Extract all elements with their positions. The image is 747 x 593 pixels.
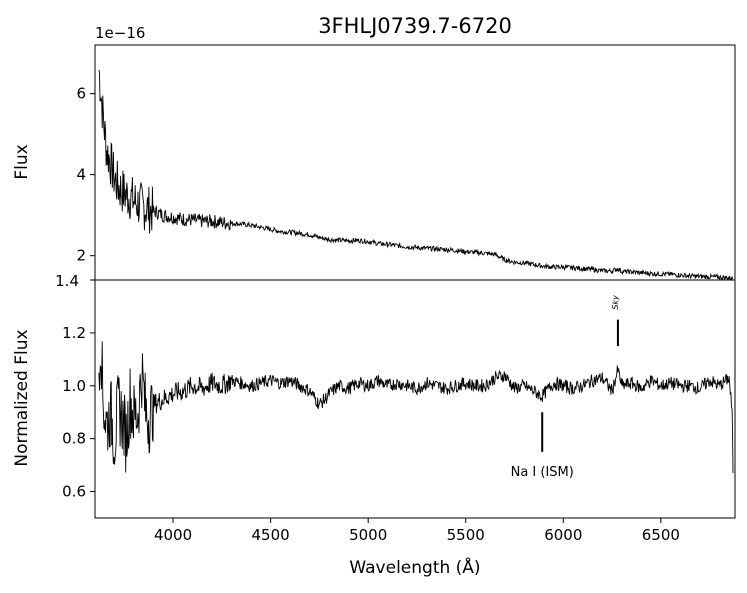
bottom-y-ticks: 0.6 0.8 1.0 1.2 bbox=[62, 279, 95, 501]
top-y-tick-label: 4 bbox=[76, 166, 86, 184]
annotation-label-na: Na I (ISM) bbox=[511, 465, 574, 480]
bottom-annotations: Na I (ISM) Sky bbox=[511, 295, 620, 480]
bottom-panel: Normalized Flux 0.6 0.8 1.0 1.2 4000 4500 500… bbox=[12, 279, 736, 578]
bottom-x-ticks: 4000 4500 5000 5500 6000 6500 bbox=[154, 518, 680, 544]
bottom-y-tick-label: 1.0 bbox=[62, 377, 86, 395]
bottom-normalized-series bbox=[98, 341, 734, 474]
top-y-tick-label: 2 bbox=[76, 247, 86, 265]
x-tick-label: 4500 bbox=[252, 526, 290, 544]
x-tick-label: 6000 bbox=[544, 526, 582, 544]
top-plot-frame bbox=[94, 44, 736, 281]
x-tick-label: 5500 bbox=[447, 526, 485, 544]
top-flux-series bbox=[98, 69, 734, 281]
chart-title: 3FHLJ0739.7-6720 bbox=[318, 14, 512, 38]
bottom-y-tick-label: 1.2 bbox=[62, 324, 86, 342]
top-offset-label: 1e−16 bbox=[95, 24, 145, 42]
top-panel: 1e−16 Flux 2 4 6 1.4 bbox=[12, 24, 736, 290]
bottom-plot-frame bbox=[94, 279, 736, 519]
top-y-extra-tick-label: 1.4 bbox=[55, 272, 79, 290]
x-axis-label: Wavelength (Å) bbox=[349, 556, 480, 578]
bottom-y-axis-label: Normalized Flux bbox=[12, 329, 32, 466]
x-tick-label: 6500 bbox=[642, 526, 680, 544]
x-tick-label: 5000 bbox=[349, 526, 387, 544]
x-tick-label: 4000 bbox=[154, 526, 192, 544]
bottom-y-tick-label: 0.6 bbox=[62, 483, 86, 501]
top-y-ticks: 2 4 6 bbox=[76, 85, 95, 265]
top-y-tick-label: 6 bbox=[76, 85, 86, 103]
top-y-axis-label: Flux bbox=[12, 144, 32, 179]
annotation-label-sky: Sky bbox=[611, 295, 620, 310]
bottom-y-tick-label: 0.8 bbox=[62, 430, 86, 448]
